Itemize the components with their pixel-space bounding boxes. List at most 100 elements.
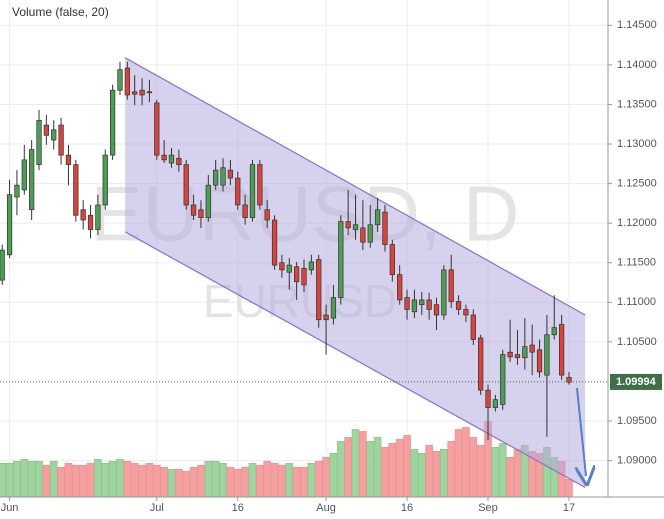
volume-bar [285,462,294,498]
candle-body [374,209,381,226]
x-tick-label: 16 [401,502,413,514]
candle-body [73,164,79,216]
candle-body [227,169,234,179]
axes: 1.14500 1.14000 1.13500 1.13000 1.12500 1.120… [0,19,662,514]
x-tick-label: 17 [563,502,575,514]
x-tick-label: 16 [232,502,244,514]
candle-body [404,297,410,310]
volume-bar [425,445,433,498]
channel-upper [124,57,586,316]
channel-lower [124,231,586,489]
candle-body [382,211,388,245]
price-axis [608,0,664,519]
candle-body [14,184,20,198]
volume-bar [64,462,73,498]
candle-body [117,69,123,91]
candle-body [183,164,189,206]
candle-body [65,154,72,165]
y-tick-label: 1.12000 [617,217,657,229]
channel [124,57,586,489]
candle-body [294,266,300,283]
candle-body [176,157,182,165]
volume-bar [101,462,110,498]
candle-body [198,209,204,218]
candle-body [492,399,499,408]
candle-body [411,299,418,313]
volume-bar [86,462,95,498]
candle-body [367,224,373,243]
volume-bar [226,466,235,498]
candle-body [301,267,307,286]
volume-bar [197,464,205,498]
volume-bar [153,464,161,498]
volume-bar [314,460,323,498]
volume-bar [0,462,6,498]
x-tick-label: Aug [316,502,336,514]
candle-body [154,102,160,156]
candle-body [87,214,94,230]
candle-body [455,301,462,310]
volume-bar [211,460,220,498]
candle-body [485,389,491,408]
volume-bar [417,453,426,498]
volume-bar [373,437,382,498]
candle-body [80,209,86,221]
x-tick-label: Jul [150,502,164,514]
y-tick-label: 1.10500 [617,336,657,348]
candle-body [29,149,35,211]
volume-bar [344,437,352,498]
candle-body [544,334,550,376]
y-tick-label: 1.14500 [617,19,657,31]
volume-bar [116,458,124,498]
volume-bar [498,443,507,498]
y-tick-label: 1.14000 [617,59,657,71]
candles [0,61,572,441]
volume-bar [322,456,330,498]
volume-bar [182,470,191,498]
volume-bar [79,464,87,498]
channel-area [125,57,586,488]
candle-body [190,204,197,216]
volume-bar [49,460,58,498]
volume-bar [108,460,117,498]
candle-body [478,337,484,391]
candle-body [58,124,64,156]
last-price-label: 1.09994 [616,376,657,388]
volume-bar [5,462,14,498]
volume-bar [130,462,139,498]
volume-bar [278,464,286,498]
candle-body [522,346,528,359]
candle-body [257,164,263,206]
candle-body [95,204,101,230]
candle-body [338,221,344,298]
volume-bar [57,466,65,498]
candle-body [242,204,248,218]
volume-bar [42,464,51,498]
volume-bar [270,462,279,498]
candle-body [235,177,241,206]
candle-body [566,377,572,383]
candle-body [51,129,57,141]
volume-bar [72,464,80,498]
volume-bar [189,466,198,498]
candle-body [352,224,359,230]
volume-bar [454,429,463,498]
volume-bar [351,429,360,498]
volume-bar [395,439,404,498]
candle-body [146,91,153,94]
candle-body [316,259,322,321]
y-tick-label: 1.09000 [617,455,657,467]
volume-bar [403,435,411,498]
candle-body [161,154,167,161]
candle-body [345,221,351,229]
volume-bar [20,458,29,498]
volume-bar [160,466,168,498]
volume-bar [241,466,249,498]
volume-bar [256,464,264,498]
candle-body [43,124,50,136]
volume-bar [145,462,154,498]
candle-body [21,159,27,191]
x-tick-label: Sep [478,502,498,514]
candle-body [124,67,130,96]
volume-bar [565,478,573,498]
